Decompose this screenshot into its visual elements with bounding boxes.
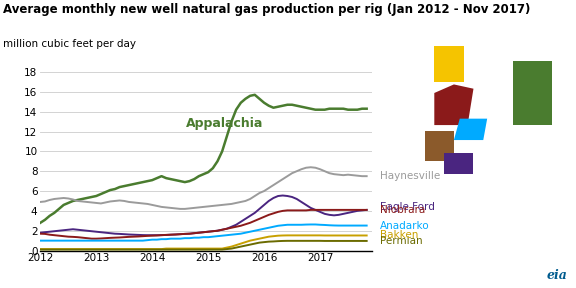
Text: Bakken: Bakken	[380, 230, 419, 240]
Polygon shape	[454, 119, 487, 140]
Text: Appalachia: Appalachia	[186, 117, 263, 130]
Polygon shape	[434, 46, 464, 82]
Text: million cubic feet per day: million cubic feet per day	[3, 39, 136, 49]
Text: Haynesville: Haynesville	[380, 171, 441, 181]
Text: Average monthly new well natural gas production per rig (Jan 2012 - Nov 2017): Average monthly new well natural gas pro…	[3, 3, 530, 16]
Polygon shape	[425, 132, 454, 162]
Text: Eagle Ford: Eagle Ford	[380, 202, 435, 213]
Text: Niobrara: Niobrara	[380, 205, 426, 215]
Polygon shape	[434, 84, 473, 125]
Text: Anadarko: Anadarko	[380, 221, 430, 231]
Text: eia: eia	[547, 269, 567, 282]
Polygon shape	[444, 153, 473, 174]
Polygon shape	[513, 61, 552, 125]
Text: Permian: Permian	[380, 236, 423, 246]
